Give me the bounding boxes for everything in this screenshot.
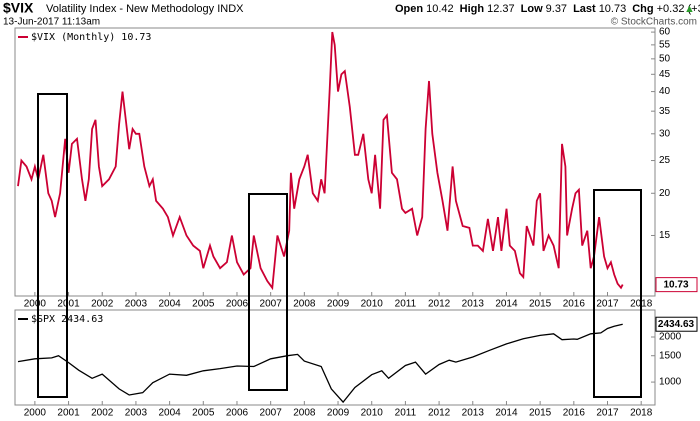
legend-label: $VIX (Monthly) 10.73: [31, 32, 151, 43]
stat-value: 10.42: [426, 3, 454, 15]
y-tick-label: 20: [659, 188, 671, 199]
x-tick-label: 2016: [563, 299, 586, 310]
y-tick-label: 45: [659, 69, 671, 80]
y-tick-label: 55: [659, 40, 671, 51]
y-tick-label: 1000: [659, 377, 682, 388]
x-tick-label: 2008: [293, 408, 316, 419]
x-tick-label: 2015: [529, 299, 552, 310]
y-tick-label: 50: [659, 53, 671, 64]
x-tick-label: 2017: [596, 408, 619, 419]
stat-label: Open: [395, 3, 423, 15]
x-tick-label: 2010: [361, 299, 384, 310]
index-name: Volatility Index - New Methodology INDX: [46, 3, 244, 15]
highlight-box: [593, 189, 642, 398]
x-tick-label: 2015: [529, 408, 552, 419]
highlight-box: [37, 93, 68, 398]
stat-value: 10.73: [599, 3, 627, 15]
x-tick-label: 2001: [57, 408, 80, 419]
y-tick-label: 40: [659, 86, 671, 97]
x-tick-label: 2001: [57, 299, 80, 310]
highlight-box: [248, 193, 288, 391]
stat-label: High: [460, 3, 485, 15]
y-tick-label: 15: [659, 230, 671, 241]
y-tick-label: 1500: [659, 350, 682, 361]
last-value-label: 10.73: [663, 279, 688, 290]
x-tick-label: 2011: [395, 299, 417, 310]
x-tick-label: 2016: [563, 408, 586, 419]
x-tick-label: 2018: [630, 408, 653, 419]
x-tick-label: 2005: [192, 299, 215, 310]
series-line: [17, 31, 624, 291]
x-tick-label: 2013: [462, 299, 485, 310]
series-line: [17, 323, 623, 404]
x-tick-label: 2013: [462, 408, 485, 419]
last-value-label: 2434.63: [658, 319, 695, 330]
y-tick-label: 25: [659, 155, 671, 166]
x-tick-label: 2010: [361, 408, 384, 419]
x-tick-label: 2006: [226, 408, 249, 419]
last-value-box: [655, 316, 698, 332]
x-tick-label: 2002: [91, 299, 114, 310]
x-tick-label: 2009: [327, 299, 350, 310]
x-tick-label: 2004: [158, 299, 181, 310]
x-tick-label: 2009: [327, 408, 350, 419]
stat-value: +0.32 (+3.07%): [657, 3, 700, 15]
copyright: © StockCharts.com: [611, 17, 697, 28]
stat-label: Chg: [632, 3, 653, 15]
x-tick-label: 2014: [495, 299, 518, 310]
x-tick-label: 2003: [125, 408, 148, 419]
x-tick-label: 2007: [260, 299, 283, 310]
panel-frame: [14, 27, 656, 297]
x-tick-label: 2000: [24, 408, 47, 419]
stat-label: Last: [573, 3, 596, 15]
x-tick-label: 2007: [260, 408, 283, 419]
x-tick-label: 2012: [428, 408, 451, 419]
stat-value: 9.37: [546, 3, 567, 15]
stats: Open 10.42 High 12.37 Low 9.37 Last 10.73 Chg +0.…: [395, 3, 700, 15]
y-tick-label: 30: [659, 128, 671, 139]
y-tick-label: 35: [659, 106, 671, 117]
panel-frame: [14, 309, 656, 406]
x-tick-label: 2011: [395, 408, 417, 419]
x-tick-label: 2000: [24, 299, 47, 310]
x-tick-label: 2017: [596, 299, 619, 310]
date: 13-Jun-2017 11:13am: [3, 17, 100, 28]
x-tick-label: 2004: [158, 408, 181, 419]
x-tick-label: 2002: [91, 408, 114, 419]
up-arrow: ▲: [684, 3, 695, 15]
x-tick-label: 2006: [226, 299, 249, 310]
x-tick-label: 2003: [125, 299, 148, 310]
x-tick-label: 2012: [428, 299, 451, 310]
stat-value: 12.37: [487, 3, 515, 15]
y-tick-label: 2000: [659, 332, 682, 343]
x-tick-label: 2008: [293, 299, 316, 310]
symbol: $VIX: [3, 0, 34, 16]
stat-label: Low: [521, 3, 543, 15]
x-tick-label: 2014: [495, 408, 518, 419]
last-value-box: [655, 277, 698, 293]
y-tick-label: 60: [659, 27, 671, 38]
x-tick-label: 2005: [192, 408, 215, 419]
